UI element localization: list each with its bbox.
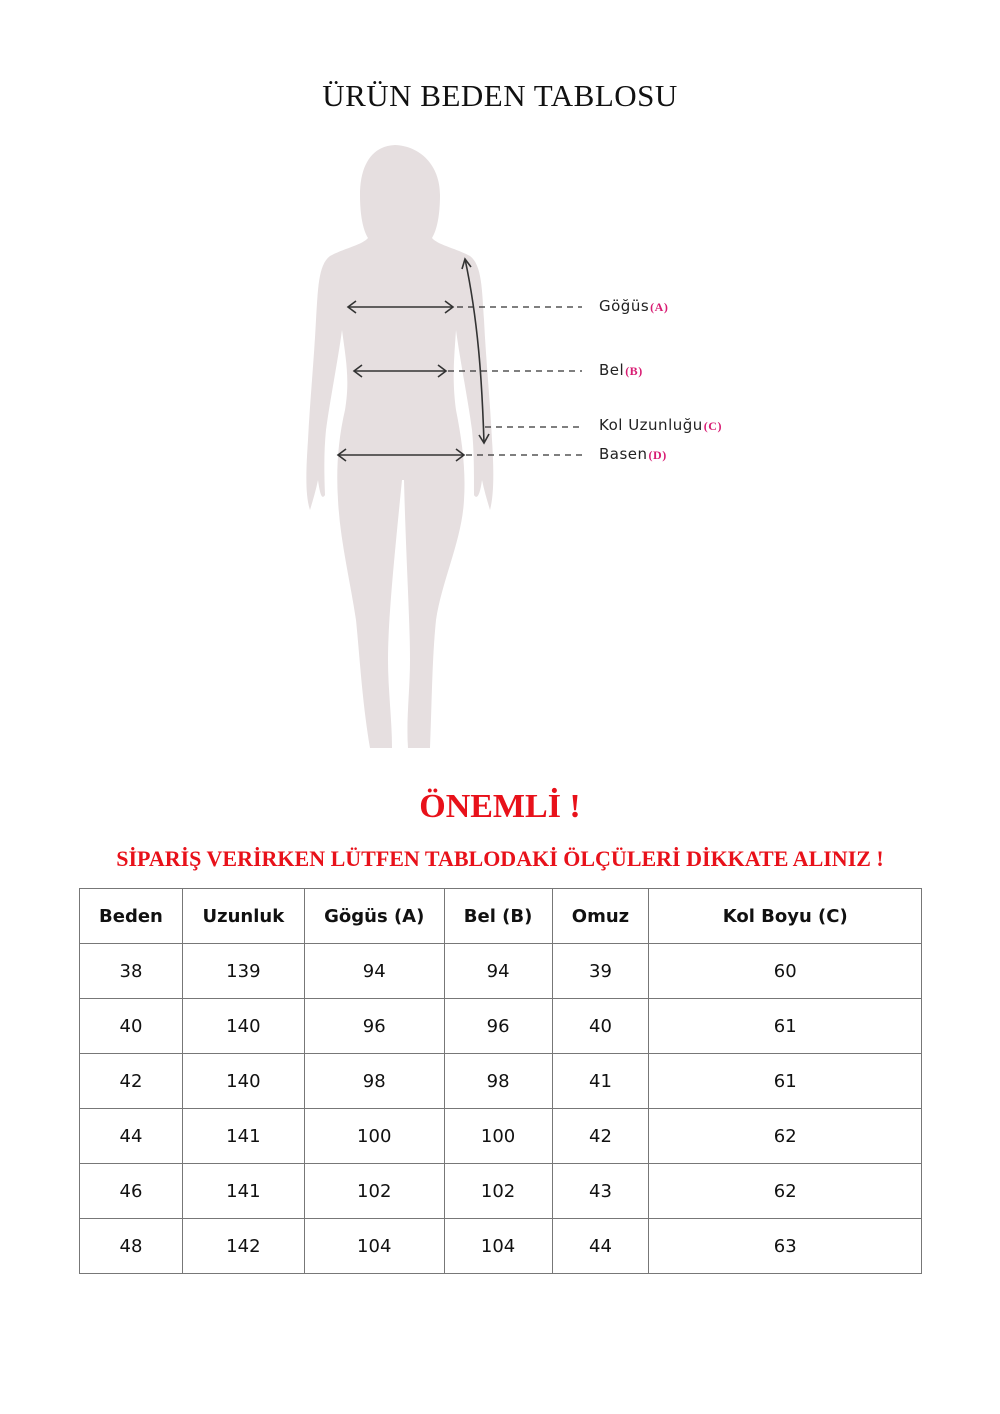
- table-cell: 98: [303, 1053, 445, 1109]
- table-cell: 102: [303, 1163, 445, 1219]
- table-row: 38 139 94 94 39 60: [79, 943, 922, 999]
- table-cell: 62: [648, 1163, 922, 1219]
- warning-text: SİPARİŞ VERİRKEN LÜTFEN TABLODAKİ ÖLÇÜLE…: [116, 846, 884, 871]
- table-cell: 94: [443, 943, 553, 999]
- table-cell: 139: [181, 943, 305, 999]
- table-cell: 60: [648, 943, 922, 999]
- label-hip-text: Basen: [599, 445, 648, 463]
- table-cell: 40: [79, 998, 183, 1054]
- table-cell: 94: [303, 943, 445, 999]
- label-waist-text: Bel: [599, 361, 625, 379]
- body-silhouette-figure: [306, 145, 584, 748]
- table-row: 44 141 100 100 42 62: [79, 1108, 922, 1164]
- table-cell: 42: [79, 1053, 183, 1109]
- label-waist-code: (B): [625, 364, 643, 378]
- table-cell: 141: [181, 1108, 305, 1164]
- table-cell: 98: [443, 1053, 553, 1109]
- table-row: 46 141 102 102 43 62: [79, 1163, 922, 1219]
- label-waist: Bel(B): [599, 361, 643, 379]
- table-row: 40 140 96 96 40 61: [79, 998, 922, 1054]
- table-cell: 100: [303, 1108, 445, 1164]
- table-cell: 39: [551, 943, 650, 999]
- table-cell: 40: [551, 998, 650, 1054]
- label-sleeve-text: Kol Uzunluğu: [599, 416, 703, 434]
- table-row: 48 142 104 104 44 63: [79, 1218, 922, 1274]
- table-cell: 102: [443, 1163, 553, 1219]
- table-header-row: Beden Uzunluk Gögüs (A) Bel (B) Omuz Kol Boyu…: [79, 888, 922, 944]
- sleeve-arrow: [464, 258, 485, 444]
- label-chest: Göğüs(A): [599, 297, 668, 315]
- table-cell: 46: [79, 1163, 183, 1219]
- column-header: Bel (B): [443, 888, 553, 944]
- table-cell: 104: [303, 1218, 445, 1274]
- table-cell: 142: [181, 1218, 305, 1274]
- table-cell: 43: [551, 1163, 650, 1219]
- label-sleeve-code: (C): [703, 419, 722, 433]
- label-chest-text: Göğüs: [599, 297, 650, 315]
- table-cell: 140: [181, 998, 305, 1054]
- table-cell: 62: [648, 1108, 922, 1164]
- table-cell: 96: [443, 998, 553, 1054]
- table-cell: 61: [648, 998, 922, 1054]
- label-sleeve: Kol Uzunluğu(C): [599, 416, 722, 434]
- label-hip: Basen(D): [599, 445, 667, 463]
- label-chest-code: (A): [650, 300, 669, 314]
- silhouette: [306, 145, 494, 748]
- table-cell: 141: [181, 1163, 305, 1219]
- table-cell: 140: [181, 1053, 305, 1109]
- page-title: ÜRÜN BEDEN TABLOSU: [322, 78, 678, 113]
- table-cell: 104: [443, 1218, 553, 1274]
- table-cell: 61: [648, 1053, 922, 1109]
- column-header: Uzunluk: [181, 888, 305, 944]
- column-header: Omuz: [551, 888, 650, 944]
- important-heading: ÖNEMLİ !: [419, 788, 581, 825]
- table-cell: 48: [79, 1218, 183, 1274]
- table-cell: 44: [551, 1218, 650, 1274]
- column-header: Beden: [79, 888, 183, 944]
- column-header: Kol Boyu (C): [648, 888, 922, 944]
- size-table: Beden Uzunluk Gögüs (A) Bel (B) Omuz Kol Boyu…: [79, 888, 922, 1274]
- column-header: Gögüs (A): [303, 888, 445, 944]
- table-cell: 63: [648, 1218, 922, 1274]
- table-cell: 96: [303, 998, 445, 1054]
- table-cell: 100: [443, 1108, 553, 1164]
- table-cell: 41: [551, 1053, 650, 1109]
- label-hip-code: (D): [648, 448, 667, 462]
- table-cell: 42: [551, 1108, 650, 1164]
- table-row: 42 140 98 98 41 61: [79, 1053, 922, 1109]
- table-cell: 38: [79, 943, 183, 999]
- table-cell: 44: [79, 1108, 183, 1164]
